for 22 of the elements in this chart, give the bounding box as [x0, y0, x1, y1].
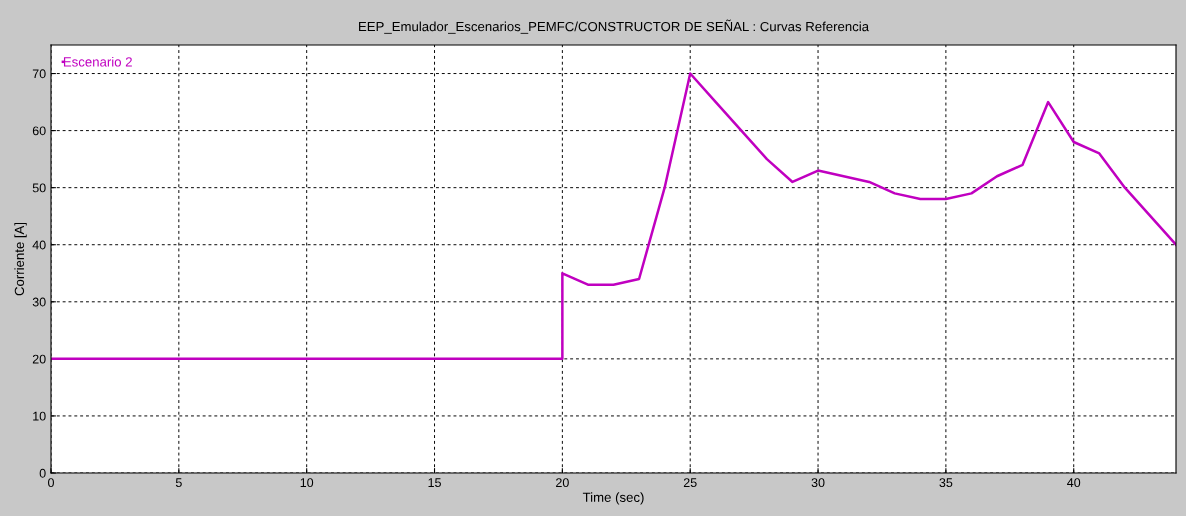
y-tick-label: 10 [33, 411, 46, 421]
x-axis-title: Time (sec) [582, 492, 644, 505]
x-tick-label: 20 [556, 478, 569, 488]
x-tick-label: 30 [811, 478, 825, 488]
y-tick-label: 30 [32, 297, 46, 307]
x-tick-label: 5 [175, 478, 182, 488]
chart-title: EEP_Emulador_Escenarios_PEMFC/CONSTRUCTOR DE SEÑAL : Curvas Referencia [359, 19, 870, 34]
line-series [51, 72, 1176, 361]
y-tick-label: 50 [32, 183, 46, 193]
y-tick-label: 40 [32, 240, 46, 250]
x-tick-label: 25 [683, 478, 697, 488]
y-tick-label: 60 [32, 126, 46, 136]
x-tick-label: 40 [1067, 478, 1081, 488]
y-tick-label: 70 [32, 69, 46, 79]
y-tick-label: 20 [32, 354, 46, 364]
x-tick-label: 35 [939, 478, 953, 488]
y-axis-title: Corriente [A] [14, 222, 27, 296]
legend-label: Escenario 2 [63, 56, 132, 67]
y-tick-label: 0 [39, 468, 46, 478]
x-tick-label: 15 [428, 478, 441, 488]
x-tick-label: 0 [48, 478, 54, 488]
x-tick-label: 10 [300, 478, 314, 488]
